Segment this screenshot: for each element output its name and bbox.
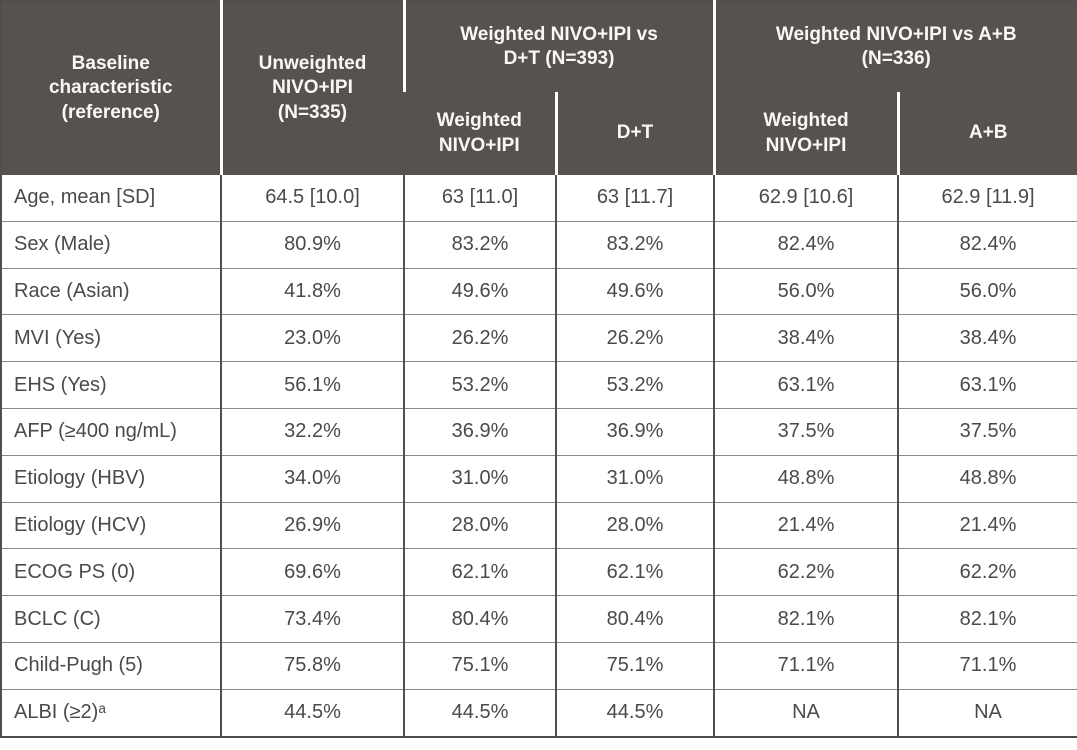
data-cell: 37.5% bbox=[713, 407, 898, 456]
data-cell: 80.4% bbox=[555, 595, 714, 643]
data-cell: 75.1% bbox=[403, 641, 556, 690]
data-cell: 26.2% bbox=[555, 314, 714, 362]
data-cell: 62.1% bbox=[555, 548, 714, 596]
data-cell: 62.2% bbox=[713, 548, 898, 596]
data-cell: 63 [11.0] bbox=[403, 175, 556, 222]
data-cell: 64.5 [10.0] bbox=[220, 175, 404, 222]
table-row-child-pugh: Child-Pugh (5) 75.8% 75.1% 75.1% 71.1% 7… bbox=[1, 641, 1077, 690]
table-row-etiology-hcv: Etiology (HCV) 26.9% 28.0% 28.0% 21.4% 2… bbox=[1, 501, 1077, 549]
table-row-age: Age, mean [SD] 64.5 [10.0] 63 [11.0] 63 … bbox=[1, 175, 1077, 222]
header-sub-row: Weighted NIVO+IPI D+T Weighted NIVO+IPI … bbox=[1, 92, 1077, 175]
data-cell: 82.1% bbox=[713, 595, 898, 643]
data-cell: 63 [11.7] bbox=[555, 175, 714, 222]
table-row-race: Race (Asian) 41.8% 49.6% 49.6% 56.0% 56.… bbox=[1, 267, 1077, 315]
data-cell: 75.8% bbox=[220, 641, 404, 690]
row-label: Sex (Male) bbox=[1, 220, 221, 269]
data-cell: NA bbox=[896, 688, 1077, 737]
header-group-weighted-vs-dt: Weighted NIVO+IPI vs D+T (N=393) bbox=[402, 1, 714, 92]
table-row-etiology-hbv: Etiology (HBV) 34.0% 31.0% 31.0% 48.8% 4… bbox=[1, 454, 1077, 503]
subheader-weighted-nivo-ipi-dt: Weighted NIVO+IPI bbox=[404, 92, 556, 175]
data-cell: 32.2% bbox=[220, 407, 404, 456]
data-cell: 75.1% bbox=[555, 641, 714, 690]
row-label: ECOG PS (0) bbox=[1, 548, 221, 596]
header-baseline-characteristic: Baseline characteristic (reference) bbox=[1, 1, 221, 175]
data-cell: 44.5% bbox=[403, 688, 556, 737]
data-cell: 69.6% bbox=[220, 548, 404, 596]
data-cell: 31.0% bbox=[555, 454, 714, 503]
data-cell: 73.4% bbox=[220, 595, 404, 643]
table-body: Age, mean [SD] 64.5 [10.0] 63 [11.0] 63 … bbox=[1, 175, 1077, 737]
data-cell: NA bbox=[713, 688, 898, 737]
row-label: Child-Pugh (5) bbox=[1, 641, 221, 690]
row-label: Race (Asian) bbox=[1, 267, 221, 315]
data-cell: 49.6% bbox=[403, 267, 556, 315]
row-label: Age, mean [SD] bbox=[1, 175, 221, 222]
data-cell: 63.1% bbox=[896, 361, 1077, 409]
data-cell: 23.0% bbox=[220, 314, 404, 362]
data-cell: 44.5% bbox=[555, 688, 714, 737]
data-cell: 36.9% bbox=[555, 407, 714, 456]
data-cell: 37.5% bbox=[896, 407, 1077, 456]
data-cell: 38.4% bbox=[896, 314, 1077, 362]
header-group-row: Baseline characteristic (reference) Unwe… bbox=[1, 1, 1077, 175]
data-cell: 62.9 [11.9] bbox=[896, 175, 1077, 222]
data-cell: 71.1% bbox=[713, 641, 898, 690]
data-cell: 44.5% bbox=[220, 688, 404, 737]
data-cell: 62.9 [10.6] bbox=[713, 175, 898, 222]
data-cell: 53.2% bbox=[403, 361, 556, 409]
table-row-bclc: BCLC (C) 73.4% 80.4% 80.4% 82.1% 82.1% bbox=[1, 595, 1077, 643]
row-label: Etiology (HBV) bbox=[1, 454, 221, 503]
table-row-mvi: MVI (Yes) 23.0% 26.2% 26.2% 38.4% 38.4% bbox=[1, 314, 1077, 362]
data-cell: 62.2% bbox=[896, 548, 1077, 596]
data-cell: 48.8% bbox=[896, 454, 1077, 503]
header-group-weighted-vs-ab: Weighted NIVO+IPI vs A+B (N=336) bbox=[712, 1, 1077, 92]
data-cell: 82.4% bbox=[896, 220, 1077, 269]
data-cell: 80.4% bbox=[403, 595, 556, 643]
table-row-sex: Sex (Male) 80.9% 83.2% 83.2% 82.4% 82.4% bbox=[1, 220, 1077, 269]
data-cell: 38.4% bbox=[713, 314, 898, 362]
table-row-ecog: ECOG PS (0) 69.6% 62.1% 62.1% 62.2% 62.2… bbox=[1, 548, 1077, 596]
table-row-albi: ALBI (≥2)ᵃ 44.5% 44.5% 44.5% NA NA bbox=[1, 688, 1077, 737]
data-cell: 49.6% bbox=[555, 267, 714, 315]
data-cell: 62.1% bbox=[403, 548, 556, 596]
row-label: MVI (Yes) bbox=[1, 314, 221, 362]
subheader-dt: D+T bbox=[554, 92, 714, 175]
data-cell: 56.0% bbox=[713, 267, 898, 315]
subheader-weighted-nivo-ipi-ab: Weighted NIVO+IPI bbox=[712, 92, 898, 175]
row-label: ALBI (≥2)ᵃ bbox=[1, 688, 221, 737]
data-cell: 41.8% bbox=[220, 267, 404, 315]
data-cell: 83.2% bbox=[555, 220, 714, 269]
row-label: EHS (Yes) bbox=[1, 361, 221, 409]
data-cell: 26.2% bbox=[403, 314, 556, 362]
data-cell: 36.9% bbox=[403, 407, 556, 456]
table-header: Baseline characteristic (reference) Unwe… bbox=[1, 1, 1077, 175]
row-label: AFP (≥400 ng/mL) bbox=[1, 407, 221, 456]
row-label: Etiology (HCV) bbox=[1, 501, 221, 549]
data-cell: 28.0% bbox=[555, 501, 714, 549]
row-label: BCLC (C) bbox=[1, 595, 221, 643]
data-cell: 21.4% bbox=[713, 501, 898, 549]
table-row-afp: AFP (≥400 ng/mL) 32.2% 36.9% 36.9% 37.5%… bbox=[1, 407, 1077, 456]
data-cell: 31.0% bbox=[403, 454, 556, 503]
data-cell: 34.0% bbox=[220, 454, 404, 503]
table-row-ehs: EHS (Yes) 56.1% 53.2% 53.2% 63.1% 63.1% bbox=[1, 361, 1077, 409]
data-cell: 80.9% bbox=[220, 220, 404, 269]
data-cell: 56.1% bbox=[220, 361, 404, 409]
data-cell: 56.0% bbox=[896, 267, 1077, 315]
data-cell: 82.4% bbox=[713, 220, 898, 269]
data-cell: 71.1% bbox=[896, 641, 1077, 690]
data-cell: 83.2% bbox=[403, 220, 556, 269]
data-cell: 26.9% bbox=[220, 501, 404, 549]
data-cell: 48.8% bbox=[713, 454, 898, 503]
data-cell: 28.0% bbox=[403, 501, 556, 549]
data-cell: 63.1% bbox=[713, 361, 898, 409]
subheader-ab: A+B bbox=[896, 92, 1077, 175]
data-cell: 53.2% bbox=[555, 361, 714, 409]
header-unweighted-nivo-ipi: Unweighted NIVO+IPI (N=335) bbox=[219, 1, 404, 175]
data-cell: 82.1% bbox=[896, 595, 1077, 643]
data-cell: 21.4% bbox=[896, 501, 1077, 549]
